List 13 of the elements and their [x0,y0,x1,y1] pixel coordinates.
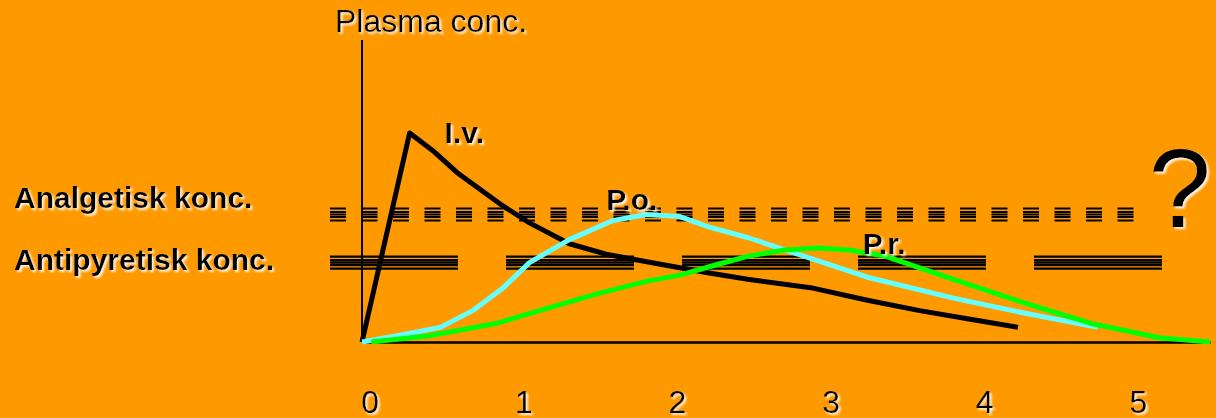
ref-line-label: Antipyretisk konc. [14,242,275,276]
x-tick-label: 5 [1129,383,1148,418]
x-tick-label: 3 [822,383,840,418]
series-label: P.o. [606,182,658,216]
series-label: P.r. [862,226,906,260]
annotation: ? [1148,126,1212,251]
x-tick-label: 4 [975,383,994,418]
series-label: I.v. [444,116,485,149]
x-tick-label: 2 [668,383,687,418]
ref-line-label: Analgetisk konc. [14,180,253,214]
x-tick-label: 0 [361,383,380,418]
y-axis-title: Plasma conc. [335,3,528,39]
x-tick-label: 1 [514,383,533,418]
